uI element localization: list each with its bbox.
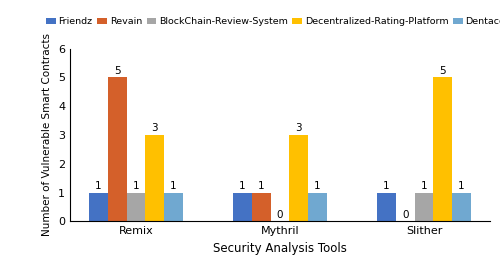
Bar: [146, 135, 164, 221]
Legend: Friendz, Revain, BlockChain-Review-System, Decentralized-Rating-Platform, Dentac: Friendz, Revain, BlockChain-Review-Syste…: [44, 15, 500, 28]
Y-axis label: Number of Vulnerable Smart Contracts: Number of Vulnerable Smart Contracts: [42, 33, 52, 237]
Text: 1: 1: [384, 181, 390, 191]
Text: 5: 5: [114, 66, 120, 76]
Bar: [290, 135, 308, 221]
Bar: [414, 193, 434, 221]
Bar: [126, 193, 146, 221]
Text: 3: 3: [152, 123, 158, 133]
Bar: [378, 193, 396, 221]
Text: 1: 1: [421, 181, 428, 191]
Text: 1: 1: [458, 181, 465, 191]
Text: 1: 1: [239, 181, 246, 191]
Bar: [233, 193, 252, 221]
Bar: [89, 193, 108, 221]
Text: 1: 1: [132, 181, 139, 191]
Text: 1: 1: [95, 181, 102, 191]
X-axis label: Security Analysis Tools: Security Analysis Tools: [213, 242, 347, 255]
Text: 1: 1: [258, 181, 264, 191]
Bar: [252, 193, 270, 221]
Text: 1: 1: [170, 181, 176, 191]
Text: 1: 1: [314, 181, 321, 191]
Text: 5: 5: [440, 66, 446, 76]
Text: 0: 0: [277, 210, 283, 220]
Text: 0: 0: [402, 210, 408, 220]
Bar: [452, 193, 471, 221]
Bar: [108, 77, 126, 221]
Text: 3: 3: [296, 123, 302, 133]
Bar: [434, 77, 452, 221]
Bar: [164, 193, 182, 221]
Bar: [308, 193, 327, 221]
